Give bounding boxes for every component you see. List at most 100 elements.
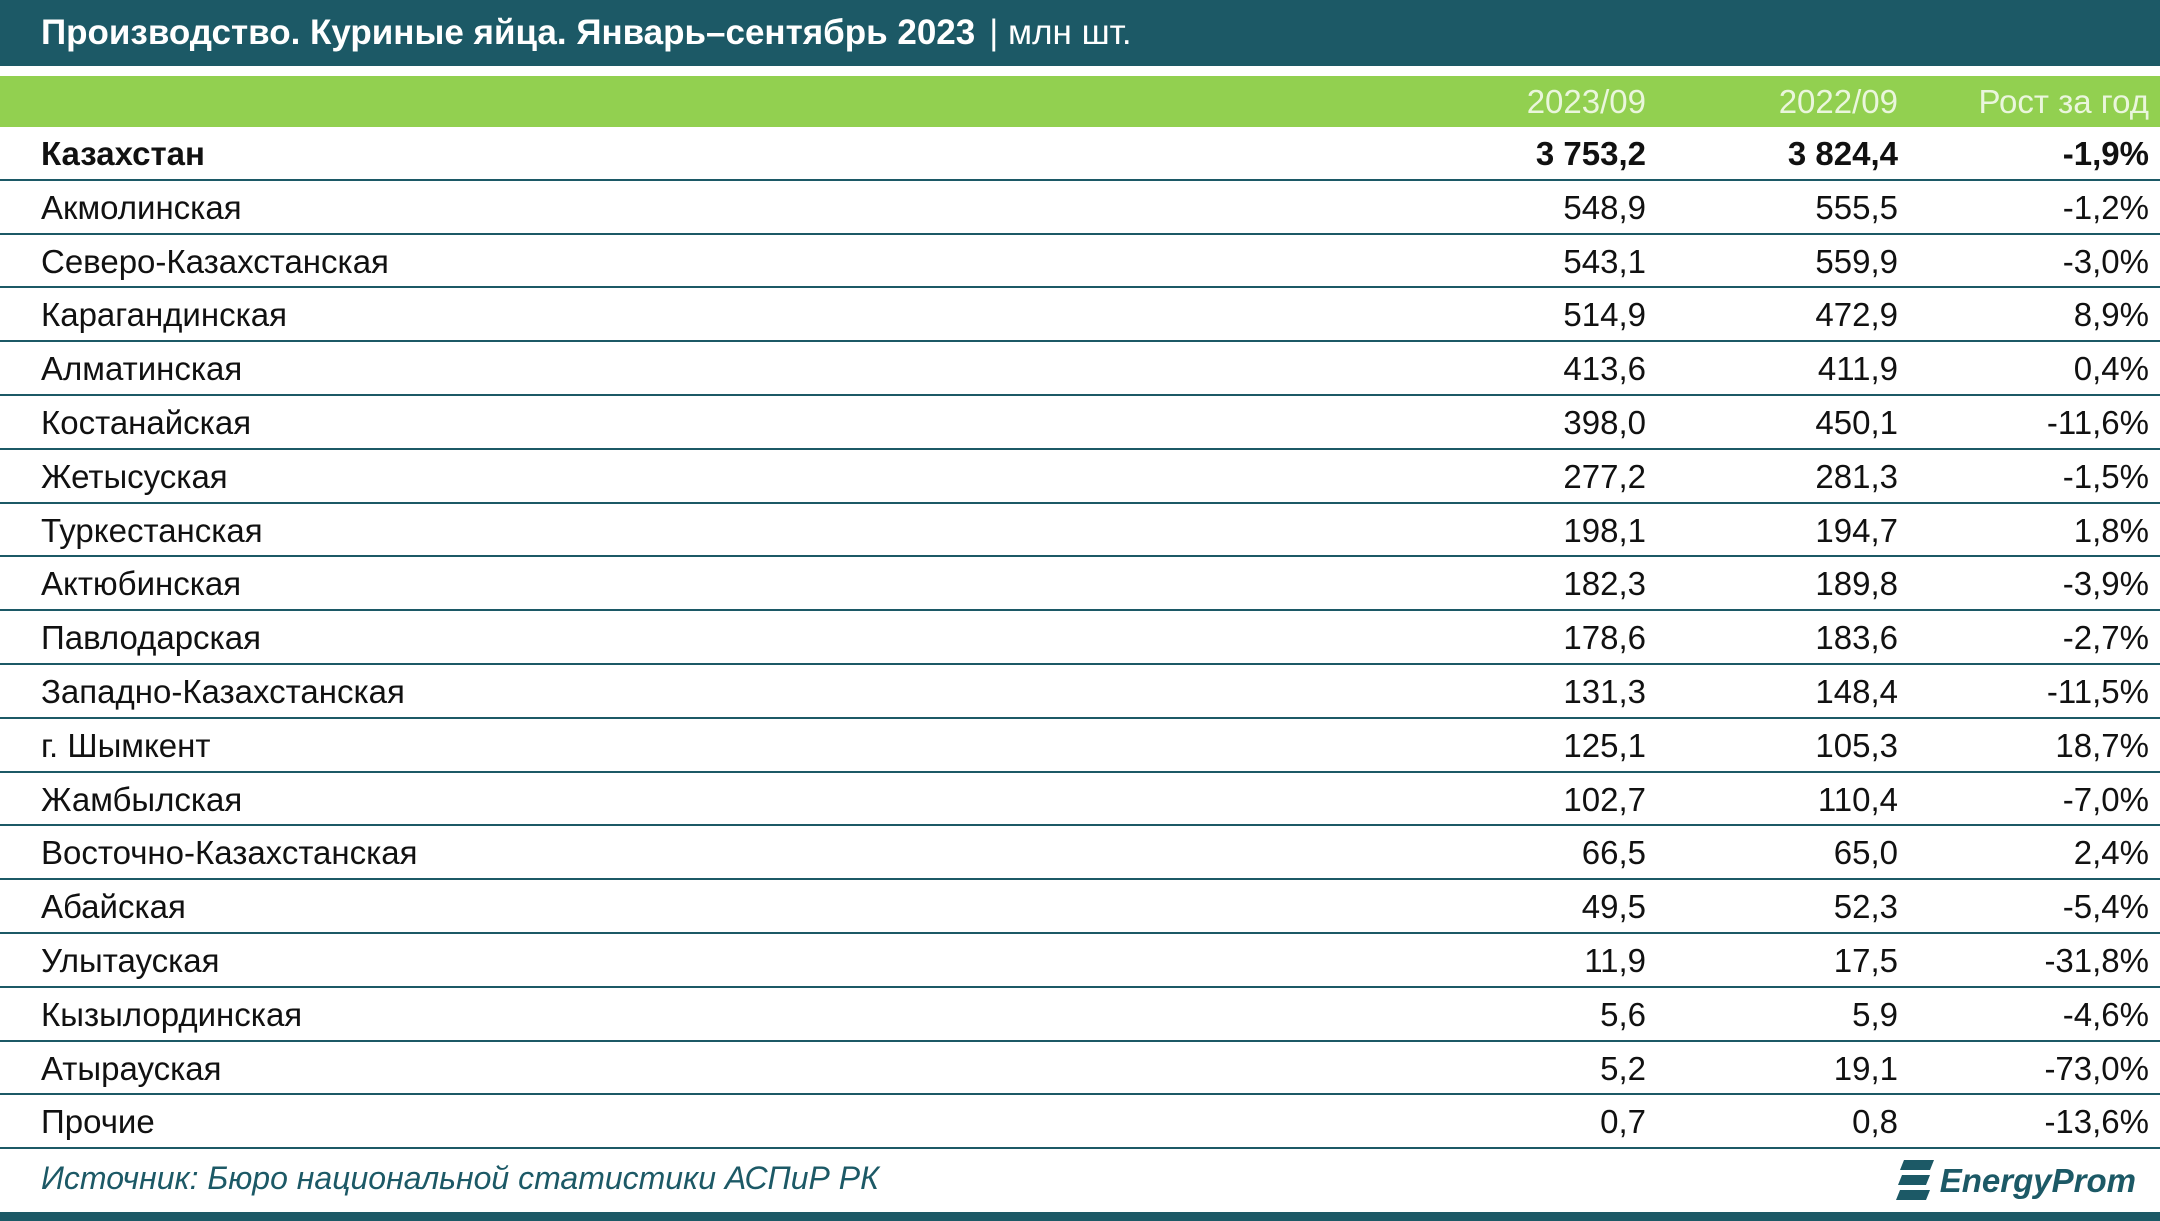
region-name: Западно-Казахстанская [41, 672, 405, 710]
value-cell: -1,5% [2062, 457, 2149, 495]
table-row: Прочие 0,7 0,8 -13,6% [0, 1095, 2160, 1150]
region-name: Прочие [41, 1103, 155, 1141]
value-cell: -2,7% [2062, 619, 2149, 657]
value-cell: 5,6 [1600, 995, 1646, 1033]
value-cell: 3 753,2 [1535, 135, 1646, 172]
value-cell: -31,8% [2044, 941, 2149, 979]
value-cell: -3,9% [2062, 565, 2149, 603]
table-row: Алматинская 413,6 411,9 0,4% [0, 342, 2160, 396]
value-cell: 18,7% [2055, 726, 2149, 764]
table-row: Актюбинская 182,3 189,8 -3,9% [0, 557, 2160, 612]
logo: EnergyProm [1895, 1156, 2136, 1206]
value-cell: 277,2 [1563, 457, 1646, 495]
value-cell: 183,6 [1815, 619, 1898, 657]
value-cell: -7,0% [2062, 780, 2149, 818]
value-cell: 65,0 [1833, 834, 1898, 872]
value-cell: -1,9% [2062, 135, 2149, 172]
value-cell: 472,9 [1815, 296, 1898, 334]
region-name: Абайская [41, 888, 186, 926]
region-name: Акмолинская [41, 188, 242, 226]
value-cell: 11,9 [1584, 941, 1646, 979]
region-name: Костанайская [41, 403, 252, 441]
value-cell: 543,1 [1563, 242, 1646, 280]
region-name: Карагандинская [41, 296, 287, 334]
table-row: Туркестанская 198,1 194,7 1,8% [0, 504, 2160, 558]
value-cell: 125,1 [1563, 726, 1646, 764]
value-cell: -11,6% [2046, 403, 2149, 441]
table-row: Северо-Казахстанская 543,1 559,9 -3,0% [0, 235, 2160, 289]
table-row: Западно-Казахстанская 131,3 148,4 -11,5% [0, 665, 2160, 719]
source: Источник: Бюро национальной статистики А… [41, 1160, 879, 1196]
table-row: Карагандинская 514,9 472,9 8,9% [0, 288, 2160, 343]
table-row: Восточно-Казахстанская 66,5 65,0 2,4% [0, 826, 2160, 881]
region-name: Казахстан [41, 135, 205, 172]
region-name: Северо-Казахстанская [41, 242, 389, 280]
value-cell: 413,6 [1563, 350, 1646, 388]
value-cell: 182,3 [1563, 565, 1646, 603]
logo-text: EnergyProm [1939, 1162, 2136, 1199]
table-body: Казахстан 3 753,2 3 824,4 -1,9% Акмолинская 5… [0, 127, 2160, 1150]
table-row: Кызылординская 5,6 5,9 -4,6% [0, 988, 2160, 1042]
region-name: Жамбылская [41, 780, 243, 818]
value-cell: 66,5 [1581, 834, 1646, 872]
column-header: 2023/09 [1526, 83, 1646, 120]
table-row: Павлодарская 178,6 183,6 -2,7% [0, 611, 2160, 665]
unit: | млн шт. [989, 13, 1132, 52]
region-name: Туркестанская [41, 511, 263, 549]
value-cell: 3 824,4 [1787, 135, 1898, 172]
value-cell: -13,6% [2044, 1103, 2149, 1141]
value-cell: 0,7 [1600, 1103, 1646, 1141]
header-row: 2023/09 2022/09 Рост за год [0, 76, 2160, 127]
value-cell: 148,4 [1815, 672, 1898, 710]
table-row: Казахстан 3 753,2 3 824,4 -1,9% [0, 127, 2160, 181]
region-name: г. Шымкент [41, 726, 211, 764]
value-cell: 5,9 [1852, 995, 1898, 1033]
table-row: Костанайская 398,0 450,1 -11,6% [0, 396, 2160, 450]
value-cell: 559,9 [1815, 242, 1898, 280]
title: Производство. Куриные яйца. Январь–сентя… [41, 13, 976, 52]
value-cell: 102,7 [1563, 780, 1646, 818]
value-cell: 398,0 [1563, 403, 1646, 441]
table-row: Жамбылская 102,7 110,4 -7,0% [0, 773, 2160, 827]
table-row: Жетысуская 277,2 281,3 -1,5% [0, 450, 2160, 504]
table-row: Акмолинская 548,9 555,5 -1,2% [0, 181, 2160, 235]
value-cell: -73,0% [2044, 1049, 2149, 1087]
value-cell: 49,5 [1581, 888, 1646, 926]
value-cell: 450,1 [1815, 403, 1898, 441]
value-cell: 411,9 [1817, 350, 1898, 388]
value-cell: 194,7 [1815, 511, 1898, 549]
region-name: Павлодарская [41, 619, 261, 657]
value-cell: -11,5% [2046, 672, 2149, 710]
value-cell: 131,3 [1563, 672, 1646, 710]
value-cell: 0,4% [2073, 350, 2149, 388]
value-cell: 548,9 [1563, 188, 1646, 226]
table-row: г. Шымкент 125,1 105,3 18,7% [0, 719, 2160, 773]
bottom-bar [0, 1212, 2160, 1221]
value-cell: 17,5 [1833, 941, 1898, 979]
value-cell: 110,4 [1817, 780, 1898, 818]
value-cell: 19,1 [1833, 1049, 1898, 1087]
value-cell: 52,3 [1833, 888, 1898, 926]
value-cell: 198,1 [1563, 511, 1646, 549]
logo-icon [1895, 1160, 1934, 1200]
value-cell: 105,3 [1815, 726, 1898, 764]
region-name: Атырауская [41, 1049, 222, 1087]
value-cell: 178,6 [1563, 619, 1646, 657]
value-cell: 555,5 [1815, 188, 1898, 226]
title-bar: Производство. Куриные яйца. Январь–сентя… [0, 0, 2160, 66]
value-cell: 514,9 [1563, 296, 1646, 334]
region-name: Актюбинская [41, 565, 242, 603]
value-cell: 2,4% [2073, 834, 2149, 872]
region-name: Восточно-Казахстанская [41, 834, 418, 872]
value-cell: 8,9% [2073, 296, 2149, 334]
table-row: Атырауская 5,2 19,1 -73,0% [0, 1042, 2160, 1096]
table-row: Абайская 49,5 52,3 -5,4% [0, 880, 2160, 934]
region-name: Улытауская [41, 941, 220, 979]
column-header: 2022/09 [1778, 83, 1898, 120]
column-header: Рост за год [1978, 83, 2149, 120]
value-cell: 281,3 [1815, 457, 1898, 495]
region-name: Жетысуская [41, 457, 228, 495]
value-cell: 5,2 [1600, 1049, 1646, 1087]
table-row: Улытауская 11,9 17,5 -31,8% [0, 934, 2160, 988]
